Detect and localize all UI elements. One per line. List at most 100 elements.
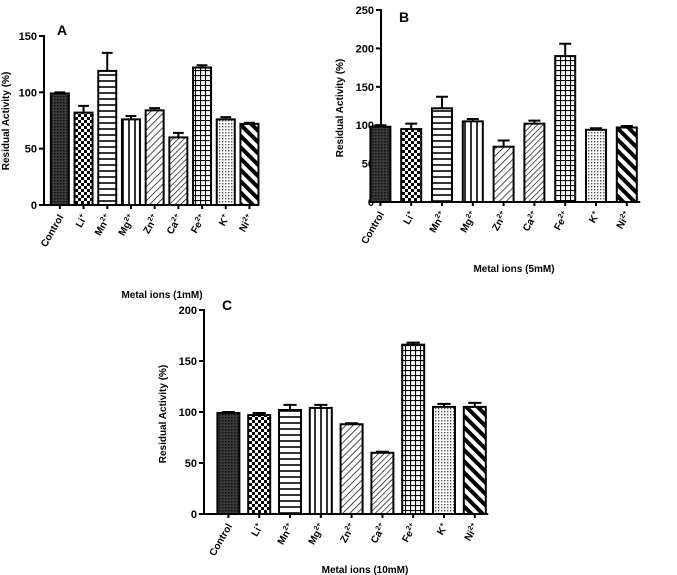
x-tick-label: Mn2+	[92, 213, 114, 238]
error-bar	[54, 91, 66, 94]
bar	[431, 107, 453, 203]
bar	[49, 92, 70, 206]
y-tick-label: 100	[19, 87, 37, 99]
x-tick-label: Mn2+	[275, 522, 297, 547]
error-bar	[125, 114, 137, 120]
bar	[192, 66, 213, 207]
error-bar	[345, 422, 359, 425]
bar	[492, 145, 515, 203]
x-tick-label-superscript: 2+	[242, 213, 252, 223]
y-tick-label: 200	[356, 43, 374, 55]
y-tick-label: 50	[185, 458, 197, 470]
x-tick-label-base: Fe	[400, 529, 416, 545]
x-tick-label: Ca2+	[520, 210, 541, 234]
error-bar	[528, 119, 541, 124]
y-tick-label: 150	[356, 82, 374, 94]
x-tick-label-superscript: 2+	[467, 522, 477, 532]
error-bar	[437, 402, 451, 407]
x-tick-label-base: Mg	[459, 217, 476, 235]
x-tick-label: Mg2+	[116, 213, 138, 238]
y-tick-label: 50	[25, 144, 37, 156]
x-tick-label-base: Control	[208, 522, 235, 558]
bar	[73, 111, 94, 206]
bar	[432, 405, 456, 515]
error-bar	[196, 64, 208, 68]
x-tick-label-superscript: 2+	[147, 213, 157, 223]
x-tick-label: Ni2+	[237, 213, 256, 235]
x-tick-label-superscript: +	[253, 522, 261, 529]
bar	[461, 120, 484, 203]
x-tick-label: Fe2+	[188, 213, 208, 236]
x-tick-label-base: Mn	[93, 220, 110, 238]
error-bar	[221, 411, 235, 414]
y-tick-label: 0	[368, 197, 374, 209]
x-tick-label-base: Zn	[142, 220, 158, 236]
error-bar	[252, 412, 266, 416]
x-tick-label-superscript: +	[220, 213, 228, 220]
x-tick-label: Control	[208, 522, 235, 558]
bar	[400, 128, 423, 203]
y-axis-title: Residual Activity (%)	[335, 59, 346, 158]
x-tick-label-base: Mn	[428, 217, 445, 235]
error-bar	[406, 341, 420, 345]
error-bar	[590, 127, 602, 130]
error-bar	[374, 124, 387, 127]
x-tick-label: K+	[587, 210, 603, 226]
x-tick-label-base: Mn	[276, 529, 293, 547]
x-tick-label-superscript: 2+	[496, 210, 506, 220]
x-tick-label: Fe2+	[552, 210, 572, 233]
error-bar	[466, 118, 479, 122]
bar	[462, 405, 487, 515]
error-bar	[78, 104, 89, 113]
x-tick-label: Zn2+	[141, 213, 161, 236]
error-bar	[375, 450, 389, 453]
x-tick-label: Li+	[401, 210, 418, 227]
x-tick-label: Ni2+	[614, 210, 633, 232]
y-tick-label: 0	[31, 200, 37, 212]
x-tick-label: Ni2+	[462, 522, 481, 544]
error-bar	[283, 403, 297, 410]
x-tick-label-superscript: 2+	[194, 213, 204, 223]
x-tick-label-superscript: 2+	[527, 210, 537, 220]
bar	[120, 118, 141, 206]
error-bar	[620, 124, 633, 128]
error-bar	[468, 401, 482, 407]
error-bar	[497, 139, 510, 147]
x-tick-label: Fe2+	[400, 522, 420, 545]
x-tick-label-base: Zn	[339, 529, 355, 545]
error-bar	[101, 51, 113, 71]
bar	[308, 406, 333, 516]
x-axis-title: Metal ions (1mM)	[121, 290, 202, 301]
x-tick-label-superscript: 2+	[434, 210, 444, 220]
x-tick-label-base: Ca	[369, 529, 385, 546]
x-tick-label-superscript: 2+	[405, 522, 415, 532]
x-tick-label-superscript: 2+	[171, 213, 181, 223]
y-tick-label: 0	[191, 509, 197, 521]
x-axis-title: Metal ions (5mM)	[473, 264, 554, 275]
error-bar	[172, 131, 184, 138]
x-tick-label: Control	[360, 210, 387, 246]
panel-letter: B	[399, 9, 409, 25]
x-tick-label-superscript: 2+	[557, 210, 567, 220]
panel-letter: C	[222, 297, 232, 313]
x-axis-title: Metal ions (10mM)	[322, 565, 409, 575]
x-tick-label-base: Zn	[491, 217, 507, 233]
x-tick-label: K+	[435, 522, 451, 538]
bar	[523, 122, 546, 203]
y-axis-title: Residual Activity (%)	[1, 72, 12, 171]
x-tick-label-base: Fe	[189, 220, 205, 236]
error-bar	[436, 95, 448, 109]
bar	[216, 412, 241, 515]
error-bar	[314, 403, 328, 408]
x-tick-label-superscript: +	[438, 522, 446, 529]
x-tick-label-base: Fe	[552, 217, 568, 233]
x-tick-label-superscript: 2+	[123, 213, 133, 223]
x-tick-label: Ca2+	[164, 213, 185, 237]
x-tick-label: Zn2+	[338, 522, 358, 545]
bar	[370, 451, 395, 515]
y-tick-label: 150	[179, 356, 197, 368]
bar	[278, 408, 302, 515]
bar	[144, 109, 165, 206]
x-tick-label: Control	[39, 213, 66, 249]
